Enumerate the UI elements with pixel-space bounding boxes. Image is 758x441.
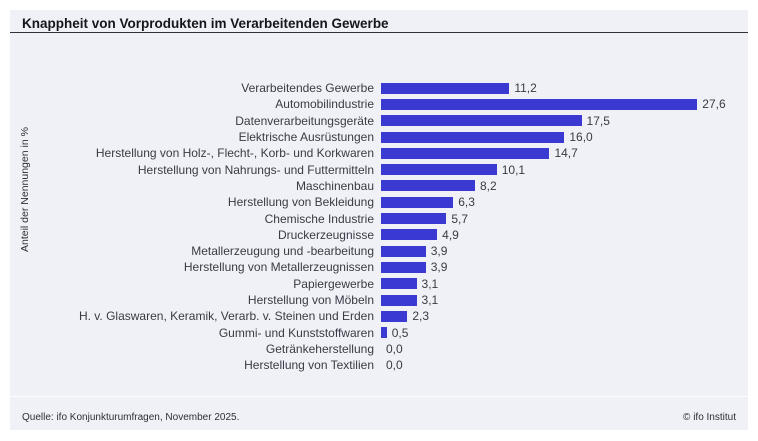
- bar: [381, 245, 426, 257]
- bar-track: 2,3: [381, 309, 742, 323]
- value-label: 14,7: [554, 146, 578, 161]
- category-label: Elektrische Ausrüstungen: [238, 130, 374, 145]
- bar-row: Herstellung von Möbeln 3,1: [22, 292, 742, 308]
- category-label: Automobilindustrie: [275, 97, 374, 112]
- value-label: 11,2: [514, 81, 537, 96]
- bar-track: 10,1: [381, 163, 742, 177]
- bar-track: 3,9: [381, 244, 742, 258]
- bar-row: Getränkeherstellung 0,0: [22, 341, 742, 357]
- bar-row: Herstellung von Nahrungs- und Futtermitt…: [22, 161, 742, 177]
- bar-row: Herstellung von Bekleidung 6,3: [22, 194, 742, 210]
- bar: [381, 115, 582, 127]
- category-label: Herstellung von Bekleidung: [227, 195, 374, 210]
- category-label: Gummi- und Kunststoffwaren: [218, 325, 374, 340]
- bar-row: Herstellung von Holz-, Flecht-, Korb- un…: [22, 145, 742, 161]
- category-label: Herstellung von Nahrungs- und Futtermitt…: [137, 162, 374, 177]
- value-label: 16,0: [569, 130, 593, 145]
- bar-row: Elektrische Ausrüstungen 16,0: [22, 129, 742, 145]
- bar: [381, 310, 408, 322]
- value-label: 3,9: [430, 244, 448, 259]
- bar-track: 5,7: [381, 212, 742, 226]
- bar-row: Automobilindustrie 27,6: [22, 96, 742, 112]
- value-label: 5,7: [451, 211, 468, 226]
- value-label: 10,1: [501, 162, 526, 177]
- bar-row: Datenverarbeitungsgeräte 17,5: [22, 113, 742, 129]
- bar-track: 6,3: [381, 195, 742, 209]
- bar: [381, 327, 387, 339]
- value-label: 0,0: [386, 341, 403, 356]
- bar-track: 3,1: [381, 277, 742, 291]
- category-label: Verarbeitendes Gewerbe: [241, 81, 374, 96]
- bar-row: Herstellung von Metallerzeugnissen 3,9: [22, 259, 742, 275]
- bar-track: 11,2: [381, 81, 742, 95]
- bar-track: 4,9: [381, 228, 742, 242]
- category-label: Herstellung von Möbeln: [247, 293, 374, 307]
- bar-row: Druckerzeugnisse 4,9: [22, 227, 742, 243]
- bar: [381, 98, 698, 110]
- bar: [381, 180, 475, 192]
- bar-track: 0,0: [381, 342, 742, 356]
- bar-track: 16,0: [381, 130, 742, 144]
- bar: [381, 147, 550, 159]
- footer: Quelle: ifo Konjunkturumfragen, November…: [22, 412, 736, 423]
- bar-track: 14,7: [381, 146, 742, 160]
- bar-row: Herstellung von Textilien 0,0: [22, 357, 742, 373]
- bar-row: Maschinenbau 8,2: [22, 178, 742, 194]
- category-label: Herstellung von Holz-, Flecht-, Korb- un…: [95, 146, 374, 161]
- chart-title: Knappheit von Vorprodukten im Verarbeite…: [22, 16, 389, 31]
- value-label: 27,6: [702, 97, 726, 112]
- source-note: Quelle: ifo Konjunkturumfragen, November…: [22, 412, 240, 423]
- bar-track: 0,5: [381, 326, 742, 340]
- value-label: 2,3: [412, 309, 430, 324]
- value-label: 3,9: [430, 260, 448, 275]
- category-label: Getränkeherstellung: [265, 341, 374, 356]
- bar-row: Papiergewerbe 3,1: [22, 276, 742, 292]
- category-label: Maschinenbau: [295, 178, 374, 193]
- bar-row: Verarbeitendes Gewerbe 11,2: [22, 80, 742, 96]
- bar: [381, 213, 447, 225]
- bar-row: Gummi- und Kunststoffwaren 0,5: [22, 324, 742, 340]
- copyright-note: © ifo Institut: [683, 412, 736, 423]
- value-label: 0,5: [391, 325, 409, 340]
- bar-track: 3,1: [381, 293, 742, 307]
- value-label: 0,0: [386, 358, 403, 373]
- category-label: Chemische Industrie: [264, 211, 374, 226]
- category-label: Herstellung von Textilien: [244, 358, 374, 373]
- category-label: Datenverarbeitungsgeräte: [235, 113, 374, 128]
- value-label: 3,1: [421, 276, 439, 291]
- bar: [381, 229, 438, 241]
- bar-track: 17,5: [381, 114, 742, 128]
- bar: [381, 261, 426, 273]
- bar-rows: Verarbeitendes Gewerbe 11,2 Automobilindus…: [22, 80, 742, 373]
- value-label: 4,9: [442, 227, 459, 242]
- bar-row: Chemische Industrie 5,7: [22, 210, 742, 226]
- bar: [381, 82, 510, 94]
- title-divider: [10, 32, 748, 33]
- bar: [381, 164, 497, 176]
- category-label: H. v. Glaswaren, Keramik, Verarb. v. Ste…: [78, 309, 374, 324]
- bar: [381, 294, 417, 306]
- value-label: 17,5: [586, 113, 610, 128]
- value-label: 3,1: [421, 293, 439, 307]
- bar: [381, 131, 565, 143]
- bar-track: 3,9: [381, 260, 742, 274]
- bar-track: 27,6: [381, 97, 742, 111]
- value-label: 8,2: [479, 178, 497, 193]
- bar: [381, 278, 417, 290]
- chart-panel: Knappheit von Vorprodukten im Verarbeite…: [10, 10, 748, 430]
- bar: [381, 196, 454, 208]
- category-label: Druckerzeugnisse: [277, 227, 374, 242]
- category-label: Papiergewerbe: [293, 276, 374, 291]
- bar-track: 8,2: [381, 179, 742, 193]
- footer-divider: [10, 396, 748, 397]
- bar-track: 0,0: [381, 358, 742, 372]
- bar-row: H. v. Glaswaren, Keramik, Verarb. v. Ste…: [22, 308, 742, 324]
- value-label: 6,3: [458, 195, 475, 210]
- category-label: Herstellung von Metallerzeugnissen: [183, 260, 374, 275]
- category-label: Metallerzeugung und -bearbeitung: [191, 244, 374, 259]
- bar-row: Metallerzeugung und -bearbeitung 3,9: [22, 243, 742, 259]
